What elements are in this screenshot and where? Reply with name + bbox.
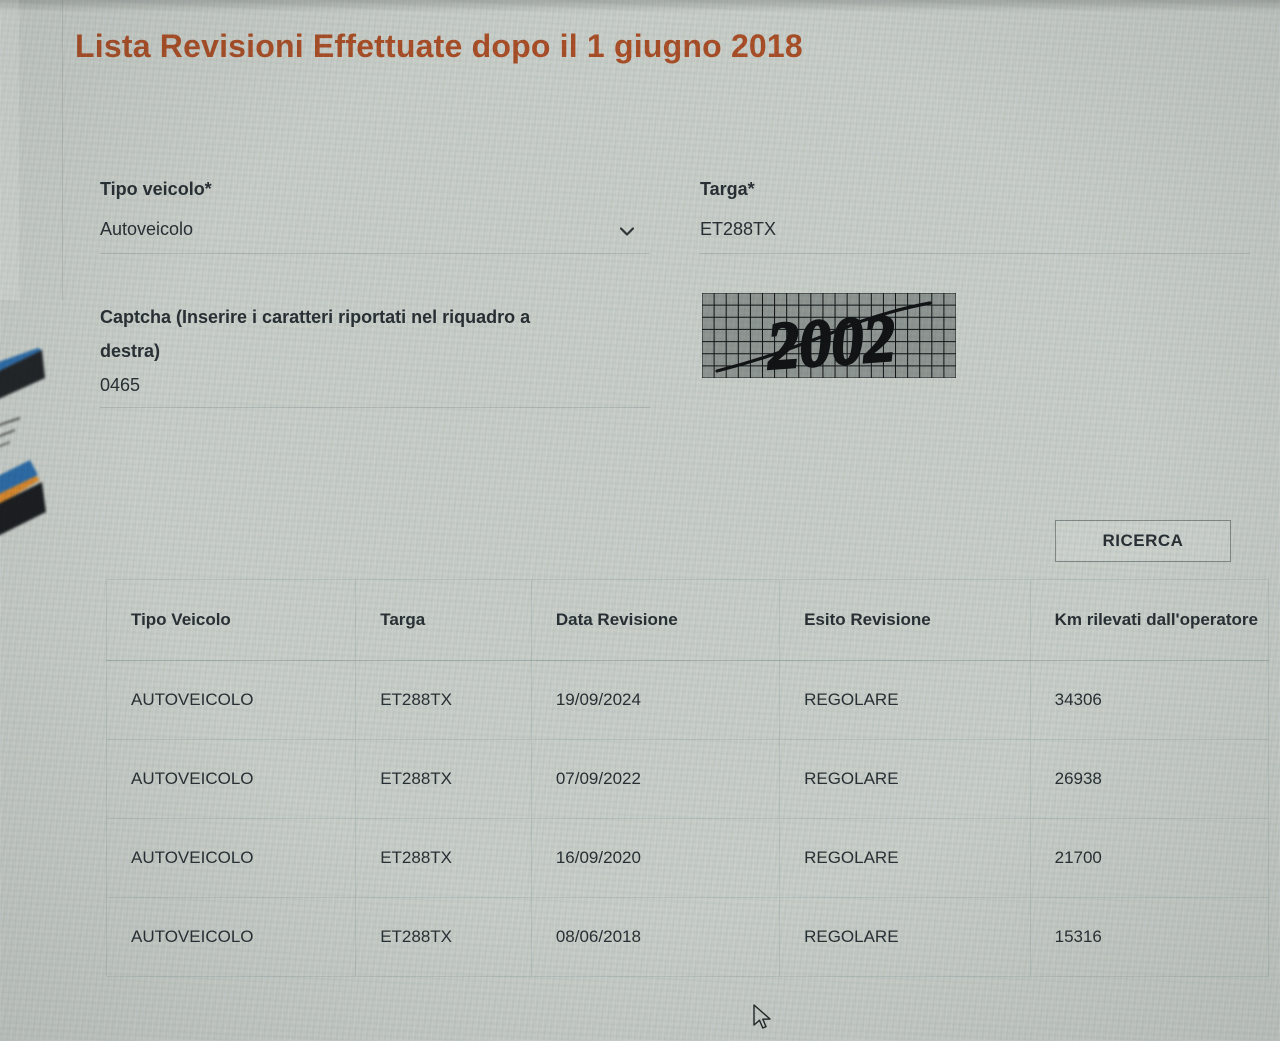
- svg-text:2002: 2002: [764, 302, 898, 378]
